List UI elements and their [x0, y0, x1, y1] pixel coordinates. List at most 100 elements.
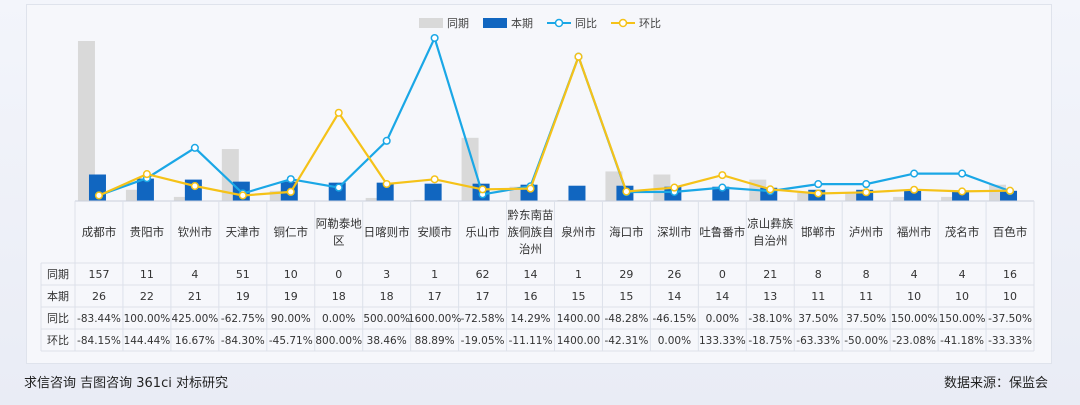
mom-point-11: [574, 52, 583, 61]
table-cell-r2-c13: 14: [667, 290, 681, 303]
table-cell-r3-c6: 0.00%: [322, 313, 355, 325]
yoy-point-17: [862, 180, 871, 189]
table-cell-r4-c6: 800.00%: [315, 335, 362, 347]
category-label-8: 安顺市: [417, 225, 452, 239]
yoy-point-16: [814, 180, 823, 189]
table-cell-r3-c3: 425.00%: [172, 313, 219, 325]
category-label-18: 福州市: [897, 225, 932, 239]
table-cell-r1-c19: 4: [959, 268, 966, 281]
table-cell-r2-c2: 22: [140, 290, 154, 303]
table-cell-r4-c8: 88.89%: [415, 335, 455, 347]
legend-4-label: 环比: [639, 17, 661, 30]
table-cell-r1-c15: 21: [763, 268, 777, 281]
table-cell-r1-c5: 10: [284, 268, 298, 281]
mom-point-16: [814, 189, 823, 198]
mom-point-4: [238, 191, 247, 200]
table-cell-r2-c20: 10: [1003, 290, 1017, 303]
mom-point-6: [334, 108, 343, 117]
category-label-17: 泸州市: [849, 225, 884, 239]
category-label-14: 吐鲁番市: [699, 225, 745, 239]
table-cell-r1-c2: 11: [140, 268, 154, 281]
bar-prev-2: [125, 189, 143, 201]
table-cell-r4-c5: -45.71%: [269, 335, 313, 347]
table-cell-r3-c13: -46.15%: [652, 313, 696, 325]
bar-prev-8: [413, 199, 431, 201]
table-cell-r2-c10: 16: [524, 290, 538, 303]
table-cell-r2-c9: 17: [476, 290, 490, 303]
category-label-6: 阿勒泰地区: [316, 217, 362, 248]
table-cell-r3-c11: 1400.00: [557, 313, 600, 325]
bar-cur-19: [952, 190, 970, 201]
mom-point-20: [1005, 186, 1015, 195]
legend-1-swatch: [419, 18, 443, 28]
footer-source: 数据来源：保监会: [943, 376, 1048, 391]
bar-prev-17: [845, 192, 863, 201]
bar-prev-11: [557, 199, 575, 201]
table-cell-r2-c3: 21: [188, 290, 202, 303]
table-cell-r3-c8: 1600.00%: [408, 313, 461, 325]
legend-3-label: 同比: [575, 17, 597, 30]
table-cell-r1-c17: 8: [863, 268, 870, 281]
yoy-point-7: [382, 136, 391, 145]
table-cell-r3-c12: -48.28%: [605, 313, 649, 325]
table-row-label-1: 同期: [47, 268, 69, 281]
table-cell-r2-c18: 10: [907, 290, 921, 303]
table-cell-r4-c13: 0.00%: [658, 335, 691, 347]
table-cell-r1-c10: 14: [524, 268, 538, 281]
table-cell-r2-c15: 13: [763, 290, 777, 303]
table-cell-r4-c17: -50.00%: [844, 335, 888, 347]
table-cell-r2-c7: 18: [380, 290, 394, 303]
category-label-2: 贵阳市: [130, 225, 165, 239]
mom-point-1: [94, 191, 104, 200]
table-cell-r1-c3: 4: [191, 268, 198, 281]
category-label-5: 铜仁市: [274, 225, 309, 239]
bar-prev-16: [797, 192, 815, 201]
table-cell-r3-c20: -37.50%: [988, 313, 1032, 325]
category-label-7: 日喀则市: [364, 225, 410, 239]
legend-4-marker: [618, 18, 628, 28]
table-cell-r4-c14: 133.33%: [699, 335, 746, 347]
mom-point-18: [910, 185, 919, 194]
table-cell-r3-c2: 100.00%: [124, 313, 171, 325]
mom-point-17: [862, 188, 871, 197]
table-cell-r2-c11: 15: [571, 290, 585, 303]
bar-cur-2: [136, 178, 154, 201]
category-label-20: 百色市: [993, 225, 1028, 239]
table-cell-r2-c5: 19: [284, 290, 298, 303]
table-cell-r2-c12: 15: [619, 290, 633, 303]
legend-3-marker: [554, 18, 564, 28]
table-cell-r2-c14: 14: [715, 290, 729, 303]
legend-2-label: 本期: [511, 16, 533, 30]
chart-panel: 同期 本期 同比 环比 成都市 贵阳市 钦州市 天津市 铜仁市 阿勒泰地区 日喀则市 安顺市 乐山市 黔东…: [26, 4, 1052, 364]
table-cell-r1-c8: 1: [431, 268, 438, 281]
category-label-19: 茂名市: [945, 225, 980, 239]
table-cell-r1-c4: 51: [236, 268, 250, 281]
table-cell-r4-c11: 1400.00: [557, 335, 600, 347]
table-cell-r4-c3: 16.67%: [175, 335, 215, 347]
table-cell-r1-c7: 3: [383, 268, 390, 281]
mom-point-5: [286, 187, 295, 196]
table-cell-r1-c16: 8: [815, 268, 822, 281]
table-cell-r2-c6: 18: [332, 290, 346, 303]
yoy-point-14: [718, 183, 727, 192]
bar-prev-1: [77, 41, 95, 201]
table-cell-r2-c4: 19: [236, 290, 250, 303]
table-cell-r1-c9: 62: [476, 268, 490, 281]
table-row-label-4: 环比: [47, 334, 69, 347]
mom-point-15: [766, 185, 775, 194]
table-cell-r4-c9: -19.05%: [461, 335, 505, 347]
table-cell-r1-c1: 157: [88, 268, 109, 281]
bar-cur-11: [568, 185, 586, 201]
category-label-1: 成都市: [82, 225, 117, 239]
table-cell-r1-c6: 0: [335, 268, 342, 281]
table-cell-r4-c20: -33.33%: [988, 335, 1032, 347]
table-cell-r3-c10: 14.29%: [511, 313, 551, 325]
category-label-11: 泉州市: [561, 225, 596, 239]
legend-2-swatch: [483, 18, 507, 28]
table-cell-r4-c18: -23.08%: [892, 335, 936, 347]
mom-point-2: [142, 170, 151, 179]
table-cell-r4-c7: 38.46%: [367, 335, 407, 347]
mom-point-14: [718, 171, 727, 180]
table-cell-r4-c4: -84.30%: [221, 335, 265, 347]
